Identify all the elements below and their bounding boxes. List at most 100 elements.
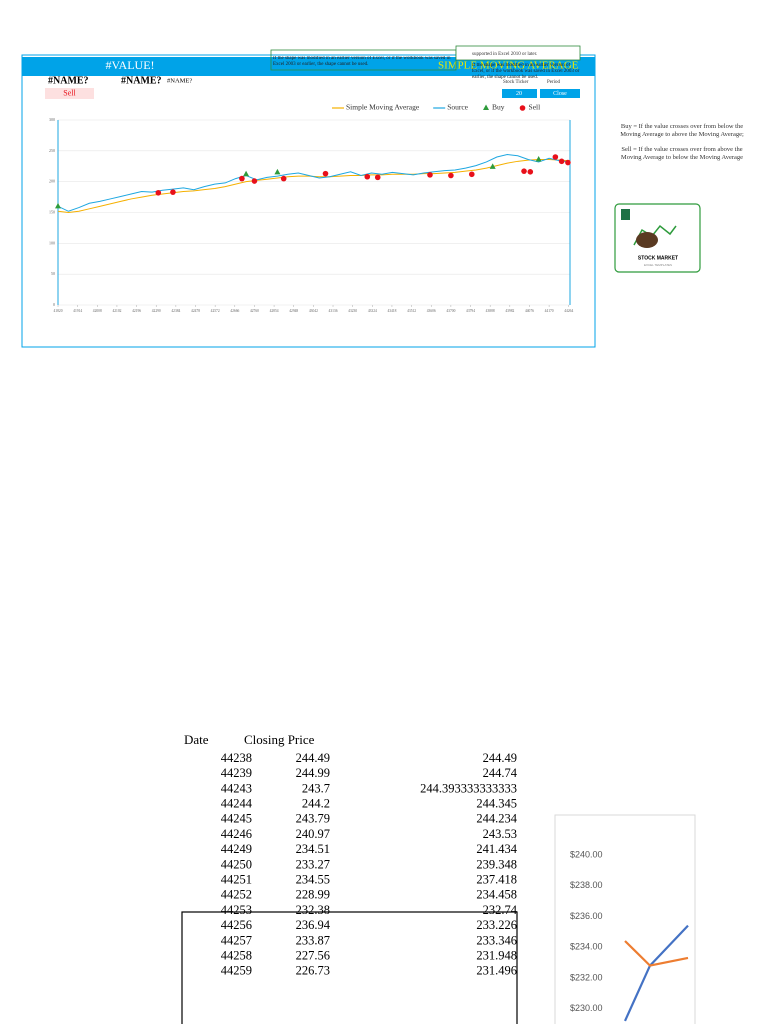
table-cell: 244.74 [483,766,518,780]
x-tick-label: 43418 [387,309,396,313]
y-tick-label: $232.00 [570,972,603,982]
x-tick-label: 42666 [230,309,239,313]
mini-chart-frame [554,814,696,1024]
x-tick-label: 43324 [368,309,377,313]
legend-label: Source [447,103,468,112]
sell-marker [527,169,534,175]
buy-marker [274,168,281,175]
price-input[interactable] [540,89,580,98]
table-cell: 239.348 [476,857,517,871]
table-cell: 244.99 [296,766,330,780]
sell-note: Sell = If the value crosses over from ab… [620,146,744,161]
field: #NAME? [121,75,162,86]
series-line [624,940,689,967]
table-cell: 44246 [221,827,252,841]
overlay-title: SIMPLE MOVING AVERAGE [438,60,579,72]
x-tick-label: 43042 [309,309,318,313]
table-cell: 243.7 [302,781,330,795]
legend-label: Sell [529,103,541,112]
table-cell: 227.56 [296,948,330,962]
table-cell: 231.948 [476,948,517,962]
logo-graph [633,224,677,246]
table-cell: 44238 [221,751,252,765]
table-cell: 44257 [221,933,252,947]
legend-swatch [519,105,526,111]
table-cell: 244.2 [302,796,330,810]
sell-marker [558,158,565,165]
legend-label: Simple Moving Average [346,103,420,112]
table-cell: 44253 [221,903,252,917]
y-tick-label: $238.00 [570,880,603,890]
table-cell: 236.94 [296,918,331,932]
field: #NAME? [48,75,89,86]
x-tick-label: 43888 [486,309,495,313]
note: If the shape was modified in an earlier … [472,63,579,80]
buy-marker [489,163,496,169]
table-cell: 226.73 [296,964,330,978]
legend-notes: Buy = If the value crosses over from bel… [620,123,744,161]
period-input[interactable] [502,89,537,98]
note: If the shape was modified in an earlier … [273,56,451,67]
x-tick-label: 44170 [545,309,554,313]
y-tick-label: 50 [51,271,55,276]
table-cell: 44258 [221,948,252,962]
logo-bull [636,232,658,248]
table-cell: 44239 [221,766,252,780]
table-cell: 233.226 [476,918,517,932]
table-cell: 233.87 [296,933,330,947]
table-cell: 237.418 [476,872,517,886]
y-tick-label: $230.00 [570,1003,603,1013]
table-cell: 232.74 [483,903,518,917]
x-tick-label: 43794 [466,309,475,313]
table-cell: 232.38 [296,903,330,917]
table-cell: 44244 [221,796,253,810]
buy-marker [535,155,542,162]
table-cell: 44245 [221,812,252,826]
x-tick-label: 42290 [152,309,161,313]
table-cell: 44256 [221,918,252,932]
sell-marker [280,175,287,182]
x-tick-label: 44264 [564,309,573,313]
table-cell: 44251 [221,872,252,886]
x-tick-label: 42572 [211,309,220,313]
buy-marker [55,202,61,209]
x-tick-label: 41820 [54,309,63,313]
header-bar [22,57,595,76]
selection-box [181,911,518,1024]
y-tick-label: 250 [49,148,55,153]
logo-subtitle: EXCEL TEMPLATES [644,263,672,267]
sell-marker [427,172,433,178]
x-tick-label: 42760 [250,309,259,313]
x-tick-label: 43230 [348,309,357,313]
y-tick-label: $236.00 [570,911,603,921]
y-tick-label: 200 [49,179,55,184]
x-tick-label: 43982 [505,309,514,313]
legend-swatch [483,104,490,110]
table-cell: 234.458 [476,888,517,902]
table-cell: 244.234 [476,812,517,826]
table-cell: 244.49 [296,751,330,765]
table-cell: 243.53 [483,827,517,841]
table-cell: 44252 [221,888,252,902]
table-cell: 240.97 [296,827,330,841]
y-tick-label: 0 [53,302,55,307]
table-cell: 228.99 [296,888,330,902]
table-cell: 233.27 [296,857,330,871]
x-tick-label: 42102 [112,309,121,313]
column-header: Date [184,732,209,747]
y-tick-label: 100 [49,240,55,245]
note-box [455,45,581,61]
note-text: If the shape was modified in an earlier … [273,56,451,67]
series-line [57,154,571,212]
x-tick-label: 42478 [191,309,200,313]
y-tick-label: 300 [49,117,55,122]
column-header: Closing Price [244,732,315,747]
x-tick-label: 44076 [525,309,534,313]
table-cell: 241.434 [476,842,517,856]
table-cell: 44243 [221,781,252,795]
dashboard-frame [21,54,596,348]
price-value: Close [553,91,567,97]
ticker-label: Stock Ticker [503,80,529,85]
sell-marker [239,175,245,182]
table-cell: 44259 [221,964,252,978]
